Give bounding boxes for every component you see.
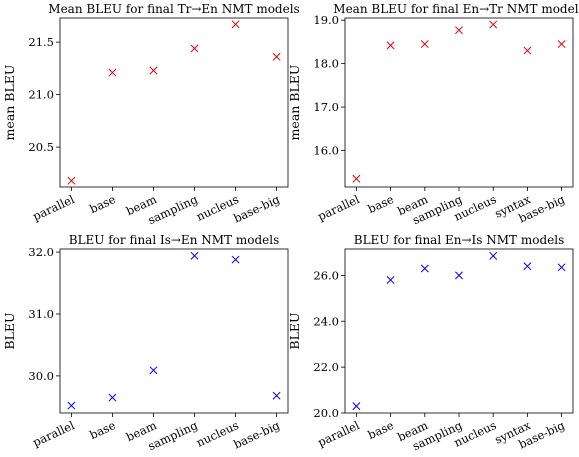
- data-point: [489, 20, 498, 29]
- y-axis-label: BLEU: [287, 312, 302, 349]
- data-point-stroke: [557, 40, 566, 49]
- data-point: [67, 176, 76, 185]
- chart-panel-3: BLEU for final Is→En NMT models 30.0 31.0 3…: [2, 233, 289, 453]
- plot-frame: [344, 248, 574, 414]
- data-point-stroke: [108, 393, 117, 402]
- y-tick-label: 24.0: [313, 314, 339, 328]
- data-point-stroke: [190, 251, 199, 260]
- y-axis-label: mean BLEU: [2, 65, 17, 141]
- x-tick-label: parallel: [30, 192, 76, 224]
- x-tick-label: base: [87, 192, 117, 216]
- data-point-stroke: [67, 401, 76, 410]
- data-point: [190, 44, 199, 53]
- data-point: [523, 262, 532, 271]
- plot-frame: [59, 17, 289, 188]
- y-tick-label: 16.0: [313, 144, 339, 158]
- data-point-stroke: [149, 66, 158, 75]
- data-point-stroke: [523, 262, 532, 271]
- data-point: [352, 402, 361, 411]
- data-point: [272, 391, 281, 400]
- x-tick-label: base: [366, 192, 396, 216]
- data-point: [455, 26, 463, 35]
- chart-title: BLEU for final En→Is NMT models: [354, 233, 564, 247]
- data-point: [386, 41, 395, 50]
- data-point-stroke: [108, 68, 117, 77]
- chart-panel-1: Mean BLEU for final Tr→En NMT models 20.5…: [2, 2, 300, 227]
- data-point-stroke: [190, 44, 199, 53]
- data-point-stroke: [386, 41, 395, 50]
- data-point: [149, 366, 158, 375]
- x-tick-label: base-big: [231, 418, 282, 452]
- data-point-stroke: [67, 176, 76, 185]
- y-axis-label: mean BLEU: [287, 65, 302, 141]
- data-point-stroke: [386, 276, 395, 284]
- x-tick-label: base: [87, 418, 117, 442]
- data-point: [352, 174, 361, 183]
- y-tick-label: 21.0: [28, 88, 54, 102]
- data-point-stroke: [352, 402, 361, 411]
- x-tick-label: parallel: [315, 418, 361, 450]
- data-point: [149, 66, 158, 75]
- y-axis-label: BLEU: [2, 312, 17, 349]
- data-point: [190, 251, 199, 260]
- y-tick-label: 19.0: [313, 13, 339, 27]
- data-point: [489, 251, 498, 260]
- data-point-stroke: [352, 174, 361, 183]
- data-point-stroke: [420, 40, 429, 49]
- data-point-stroke: [149, 366, 158, 375]
- x-tick-label: parallel: [30, 418, 76, 450]
- data-point: [557, 263, 566, 272]
- data-point-stroke: [523, 46, 532, 55]
- y-tick-label: 21.5: [28, 35, 54, 49]
- data-point: [272, 52, 281, 61]
- chart-title: Mean BLEU for final En→Tr NMT models: [333, 2, 579, 16]
- data-point-stroke: [231, 255, 240, 264]
- y-tick-label: 30.0: [28, 369, 54, 383]
- data-point: [108, 393, 117, 402]
- chart-panel-4: BLEU for final En→Is NMT models 20.0 22.0 2…: [287, 233, 574, 453]
- chart-title: BLEU for final Is→En NMT models: [69, 233, 279, 247]
- data-point: [420, 40, 429, 49]
- data-point-stroke: [272, 391, 281, 400]
- data-point: [557, 40, 566, 49]
- data-point: [231, 255, 240, 264]
- x-tick-label: parallel: [315, 192, 361, 224]
- data-point: [420, 264, 429, 273]
- data-point-stroke: [489, 20, 498, 29]
- y-tick-label: 20.5: [28, 140, 54, 154]
- y-tick-label: 17.0: [313, 100, 339, 114]
- plot-frame: [59, 248, 289, 414]
- plot-frame: [344, 17, 574, 188]
- chart-panel-2: Mean BLEU for final En→Tr NMT models 16.0…: [287, 2, 579, 227]
- data-point: [231, 20, 240, 29]
- data-point: [523, 46, 532, 55]
- data-point-stroke: [272, 52, 281, 61]
- y-tick-label: 18.0: [313, 57, 339, 71]
- data-point-stroke: [420, 264, 429, 273]
- chart-title: Mean BLEU for final Tr→En NMT models: [48, 2, 299, 16]
- data-point: [386, 276, 395, 284]
- x-tick-label: base-big: [231, 192, 282, 226]
- data-point-stroke: [489, 251, 498, 260]
- data-point: [108, 68, 117, 77]
- x-tick-label: base: [366, 418, 396, 442]
- y-tick-label: 20.0: [313, 406, 339, 420]
- y-tick-label: 32.0: [28, 245, 54, 259]
- y-tick-label: 31.0: [28, 307, 54, 321]
- y-tick-label: 26.0: [313, 268, 339, 282]
- data-point-stroke: [455, 271, 463, 280]
- y-tick-label: 22.0: [313, 360, 339, 374]
- data-point: [67, 401, 76, 410]
- data-point-stroke: [557, 263, 566, 272]
- data-point-stroke: [455, 26, 463, 35]
- data-point-stroke: [231, 20, 240, 29]
- data-point: [455, 271, 463, 280]
